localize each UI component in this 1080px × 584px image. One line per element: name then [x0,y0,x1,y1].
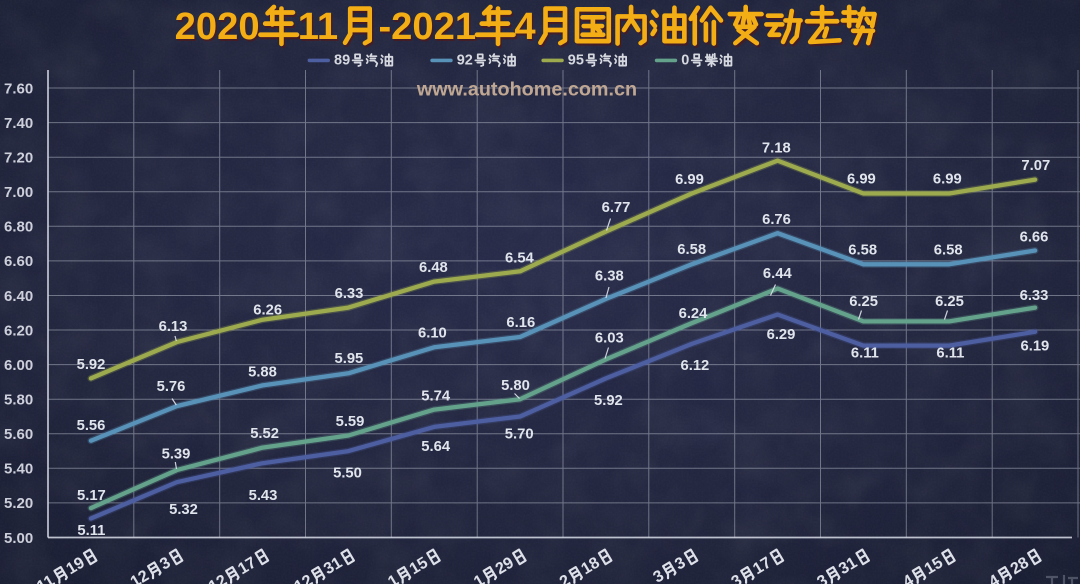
svg-text:5.70: 5.70 [505,427,534,443]
svg-text:5.60: 5.60 [4,426,33,443]
svg-text:95: 95 [568,53,584,69]
svg-text:5.56: 5.56 [77,418,106,434]
svg-text:6.99: 6.99 [847,172,876,188]
svg-text:5.11: 5.11 [77,523,105,539]
svg-text:11: 11 [298,5,338,48]
svg-text:6.66: 6.66 [1020,229,1049,245]
svg-text:6.33: 6.33 [335,286,364,302]
svg-text:5.20: 5.20 [4,495,33,512]
svg-text:6.99: 6.99 [933,172,962,188]
svg-text:89: 89 [334,53,350,69]
svg-text:5.00: 5.00 [4,530,33,547]
svg-text:6.99: 6.99 [675,172,704,188]
svg-text:2020: 2020 [176,7,261,50]
svg-text:6.77: 6.77 [602,200,631,216]
svg-text:5.88: 5.88 [248,364,277,380]
svg-text:6.25: 6.25 [849,294,878,310]
svg-text:6.54: 6.54 [505,251,535,267]
svg-text:6.12: 6.12 [680,358,709,374]
svg-text:6.58: 6.58 [677,242,706,258]
svg-text:92: 92 [457,53,473,69]
svg-text:6.25: 6.25 [935,294,964,310]
svg-text:5.40: 5.40 [4,461,33,478]
svg-text:6.24: 6.24 [679,306,709,322]
svg-text:5.17: 5.17 [77,488,106,504]
svg-text:2020: 2020 [175,5,260,48]
svg-text:5.74: 5.74 [421,389,451,405]
svg-text:5.50: 5.50 [333,466,362,482]
svg-text:7.40: 7.40 [4,115,33,132]
svg-text:6.20: 6.20 [4,322,33,339]
svg-text:5.92: 5.92 [594,393,623,409]
svg-text:6.11: 6.11 [851,346,879,362]
svg-text:5.92: 5.92 [77,357,106,373]
svg-text:4: 4 [514,5,536,48]
svg-text:6.76: 6.76 [762,212,791,228]
svg-text:6.38: 6.38 [595,268,624,284]
svg-text:7.00: 7.00 [4,184,33,201]
svg-text:6.13: 6.13 [159,319,188,335]
svg-text:7.60: 7.60 [4,80,33,97]
svg-text:5.76: 5.76 [157,379,186,395]
svg-text:4: 4 [516,7,538,50]
svg-text:5.59: 5.59 [336,414,365,430]
svg-text:6.44: 6.44 [763,266,793,282]
svg-text:6.80: 6.80 [4,219,33,236]
svg-text:6.26: 6.26 [253,303,282,319]
svg-text:6.29: 6.29 [767,327,796,343]
svg-text:6.58: 6.58 [848,243,877,259]
svg-text:2021: 2021 [393,7,478,50]
svg-text:6.03: 6.03 [595,331,624,347]
svg-text:5.32: 5.32 [169,502,198,518]
svg-text:6.00: 6.00 [4,357,33,374]
svg-text:www.autohome.com.cn: www.autohome.com.cn [416,79,637,101]
svg-text:7.20: 7.20 [4,150,33,167]
svg-text:5.64: 5.64 [421,439,451,455]
svg-text:5.52: 5.52 [250,426,279,442]
svg-text:7.07: 7.07 [1021,158,1050,174]
svg-text:5.80: 5.80 [501,378,530,394]
svg-text:5.39: 5.39 [162,447,191,463]
svg-text:6.40: 6.40 [4,288,33,305]
svg-text:6.16: 6.16 [506,315,535,331]
svg-text:6.10: 6.10 [418,326,447,342]
svg-text:5.95: 5.95 [334,351,363,367]
svg-text:0: 0 [681,53,689,69]
svg-text:5.80: 5.80 [4,392,33,409]
svg-text:6.33: 6.33 [1020,288,1049,304]
svg-text:6.60: 6.60 [4,253,33,270]
svg-text:11: 11 [299,7,339,50]
svg-text:2021: 2021 [391,5,476,48]
svg-text:6.58: 6.58 [934,243,963,259]
svg-text:5.43: 5.43 [249,488,278,504]
svg-text:6.11: 6.11 [936,346,964,362]
svg-text:6.19: 6.19 [1020,338,1049,354]
svg-text:-: - [380,7,393,50]
svg-text:7.18: 7.18 [762,141,791,157]
svg-text:6.48: 6.48 [419,260,448,276]
svg-text:-: - [378,5,391,48]
